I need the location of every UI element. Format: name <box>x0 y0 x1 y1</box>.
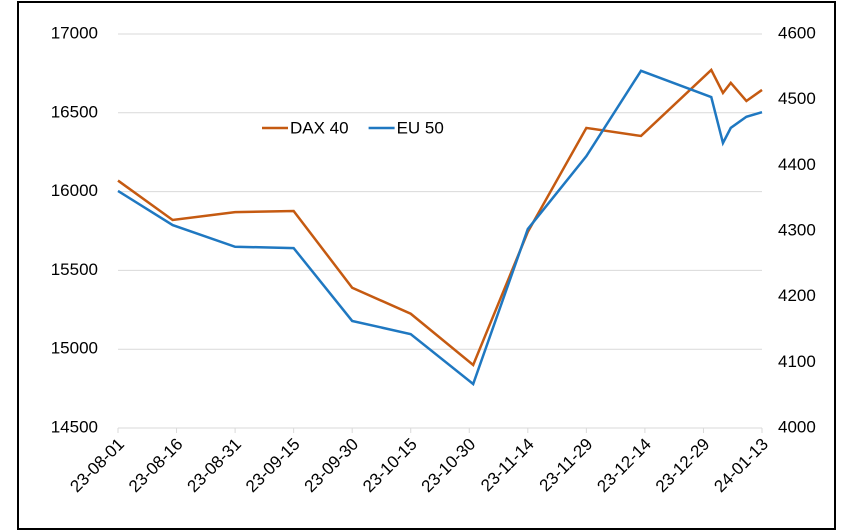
y2-tick-label: 4200 <box>778 286 816 305</box>
y-tick-label: 16500 <box>51 102 98 121</box>
y-tick-label: 14500 <box>51 417 98 436</box>
x-tick-label: 23-08-01 <box>66 435 128 497</box>
x-tick-label: 23-12-14 <box>593 435 655 497</box>
x-tick-label: 23-08-16 <box>125 435 187 497</box>
legend-label: EU 50 <box>397 118 444 137</box>
x-tick-label: 23-11-29 <box>536 435 597 496</box>
y2-tick-label: 4400 <box>778 155 816 174</box>
frame <box>17 1 836 530</box>
legend-label: DAX 40 <box>290 118 349 137</box>
y2-tick-label: 4600 <box>778 23 816 42</box>
y2-tick-label: 4000 <box>778 417 816 436</box>
y-tick-label: 17000 <box>51 23 98 42</box>
line <box>117 69 763 387</box>
y-tick-label: 16000 <box>51 181 98 200</box>
y-tick-label: 15000 <box>51 339 98 358</box>
x-tick-label: 23-09-30 <box>301 435 363 497</box>
y-tick-label: 15500 <box>51 260 98 279</box>
x-tick-label: 23-11-14 <box>477 435 538 496</box>
y2-tick-label: 4300 <box>778 220 816 239</box>
x-tick-label: 24-01-13 <box>710 435 772 497</box>
x-tick-label: 23-09-15 <box>242 435 304 497</box>
y2-tick-label: 4500 <box>778 89 816 108</box>
x-tick-label: 23-10-30 <box>418 435 480 497</box>
x-tick-label: 23-10-15 <box>359 435 421 497</box>
x-tick-label: 23-12-29 <box>652 435 714 497</box>
x-tick-label: 23-08-31 <box>184 435 246 497</box>
y2-tick-label: 4100 <box>778 352 816 371</box>
line <box>117 67 763 367</box>
